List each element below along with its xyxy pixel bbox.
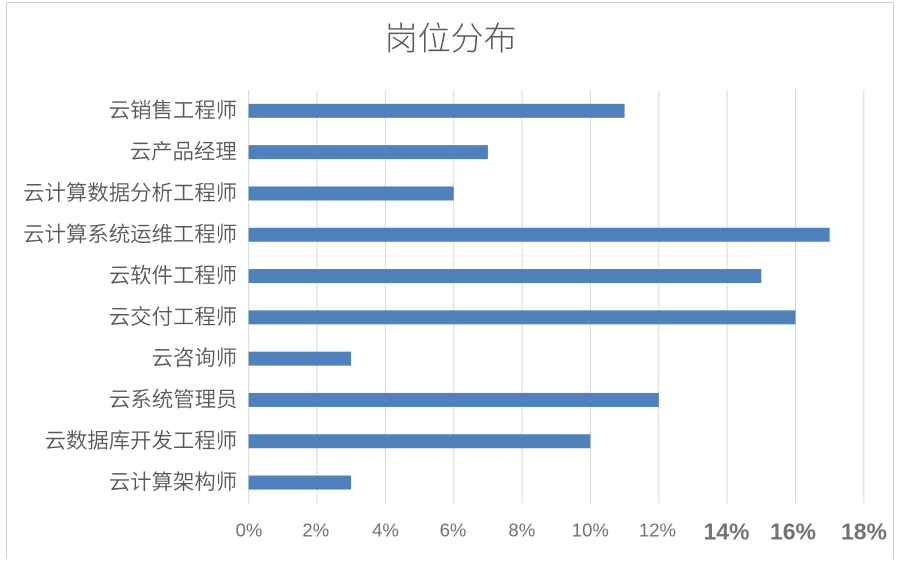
- svg-text:10%: 10%: [572, 520, 609, 541]
- svg-text:14%: 14%: [703, 519, 749, 545]
- svg-text:16%: 16%: [770, 519, 816, 545]
- svg-text:6%: 6%: [440, 520, 467, 541]
- svg-text:8%: 8%: [508, 520, 535, 541]
- svg-text:4%: 4%: [372, 520, 399, 541]
- svg-text:0%: 0%: [236, 520, 263, 541]
- svg-text:18%: 18%: [841, 519, 887, 545]
- svg-text:12%: 12%: [639, 520, 676, 541]
- svg-text:2%: 2%: [302, 520, 329, 541]
